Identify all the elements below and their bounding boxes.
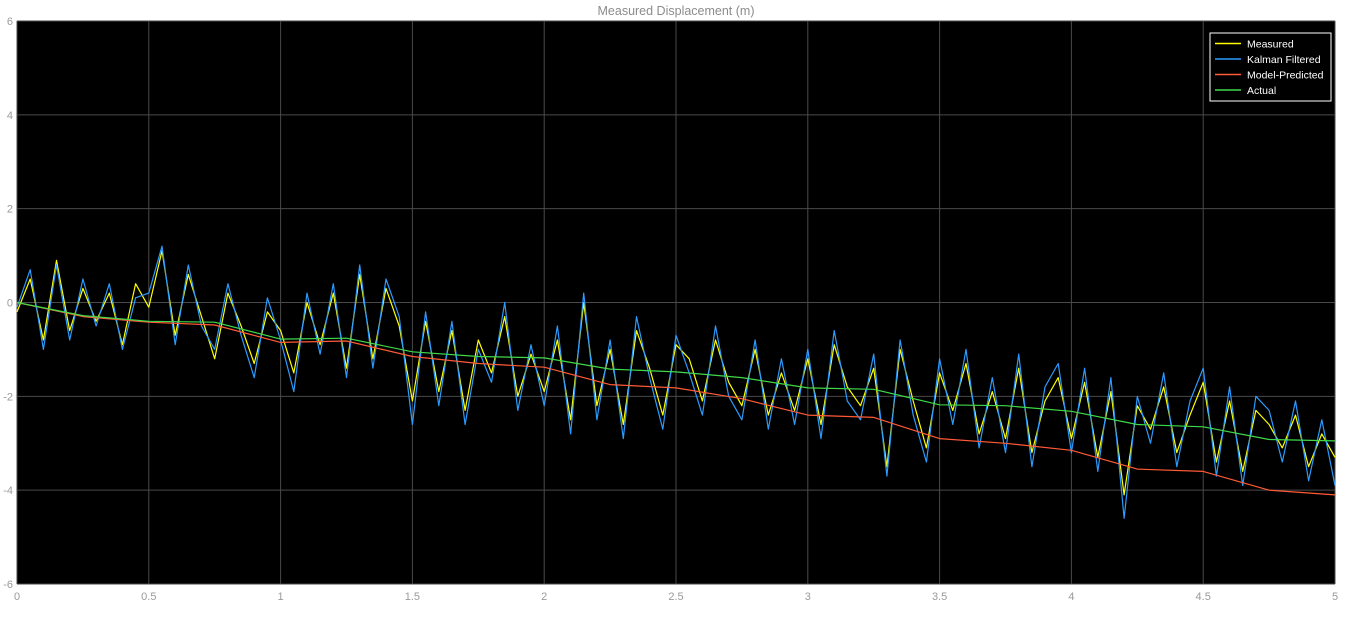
legend-item-measured[interactable]: Measured: [1215, 39, 1294, 51]
x-tick-label: 4.5: [1196, 591, 1211, 603]
legend-label: Model-Predicted: [1247, 70, 1324, 82]
chart-title: Measured Displacement (m): [598, 4, 755, 18]
grid-lines: [16, 20, 1336, 585]
series-line-actual: [16, 301, 1336, 442]
x-tick-label: 3.5: [932, 591, 947, 603]
x-tick-label: 1: [278, 591, 284, 603]
x-tick-label: 2.5: [668, 591, 683, 603]
x-tick-label: 4: [1068, 591, 1074, 603]
y-tick-label: -2: [3, 391, 13, 403]
series-line-model-predicted: [16, 301, 1336, 496]
y-tick-label: 2: [7, 204, 13, 216]
legend-item-model-predicted[interactable]: Model-Predicted: [1215, 70, 1324, 82]
x-tick-label: 1.5: [405, 591, 420, 603]
axis-labels: 0 0.5 1 1.5 2 2.5 3 3.5 4 4.5 5 -6 -4 -2 0 2 4 6: [3, 16, 1338, 603]
x-tick-label: 0: [14, 591, 20, 603]
legend-label: Kalman Filtered: [1247, 54, 1321, 66]
series-layer: [16, 245, 1336, 519]
y-tick-label: 4: [7, 110, 13, 122]
x-tick-label: 3: [805, 591, 811, 603]
legend-label: Actual: [1247, 85, 1276, 97]
legend-box: [1209, 32, 1332, 102]
legend-item-actual[interactable]: Actual: [1215, 85, 1276, 97]
legend-label: Measured: [1247, 39, 1294, 51]
legend-item-kalman-filtered[interactable]: Kalman Filtered: [1215, 54, 1321, 66]
y-tick-label: -6: [3, 579, 13, 591]
x-tick-label: 2: [541, 591, 547, 603]
y-tick-label: 6: [7, 16, 13, 28]
x-tick-label: 0.5: [141, 591, 156, 603]
y-tick-label: 0: [7, 298, 13, 310]
series-line-kalman-filtered: [16, 245, 1336, 519]
legend[interactable]: Measured Kalman Filtered Model-Predicted Ac…: [1209, 32, 1332, 102]
y-tick-label: -4: [3, 485, 13, 497]
x-tick-label: 5: [1332, 591, 1338, 603]
